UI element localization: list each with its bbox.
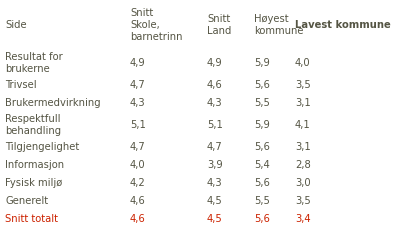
Text: Respektfull
behandling: Respektfull behandling bbox=[5, 114, 61, 136]
Text: 4,5: 4,5 bbox=[207, 196, 223, 206]
Text: 3,0: 3,0 bbox=[295, 178, 311, 188]
Text: 2,8: 2,8 bbox=[295, 160, 311, 170]
Text: 5,9: 5,9 bbox=[254, 120, 270, 130]
Text: 4,3: 4,3 bbox=[207, 98, 223, 108]
Text: 3,1: 3,1 bbox=[295, 142, 311, 152]
Text: Snitt totalt: Snitt totalt bbox=[5, 214, 58, 224]
Text: 5,9: 5,9 bbox=[254, 58, 270, 68]
Text: 5,1: 5,1 bbox=[207, 120, 223, 130]
Text: Lavest kommune: Lavest kommune bbox=[295, 20, 391, 30]
Text: Generelt: Generelt bbox=[5, 196, 48, 206]
Text: 5,5: 5,5 bbox=[254, 98, 270, 108]
Text: 3,5: 3,5 bbox=[295, 196, 311, 206]
Text: 5,4: 5,4 bbox=[254, 160, 270, 170]
Text: Snitt
Land: Snitt Land bbox=[207, 14, 231, 36]
Text: 4,0: 4,0 bbox=[295, 58, 311, 68]
Text: Snitt
Skole,
barnetrinn: Snitt Skole, barnetrinn bbox=[130, 8, 182, 42]
Text: 3,1: 3,1 bbox=[295, 98, 311, 108]
Text: 4,3: 4,3 bbox=[130, 98, 146, 108]
Text: 4,6: 4,6 bbox=[130, 196, 146, 206]
Text: 5,6: 5,6 bbox=[254, 80, 270, 90]
Text: 3,9: 3,9 bbox=[207, 160, 223, 170]
Text: Brukermedvirkning: Brukermedvirkning bbox=[5, 98, 101, 108]
Text: Høyest
kommune: Høyest kommune bbox=[254, 14, 304, 36]
Text: Tilgjengelighet: Tilgjengelighet bbox=[5, 142, 79, 152]
Text: 5,6: 5,6 bbox=[254, 214, 270, 224]
Text: 4,3: 4,3 bbox=[207, 178, 223, 188]
Text: 4,9: 4,9 bbox=[207, 58, 223, 68]
Text: Informasjon: Informasjon bbox=[5, 160, 64, 170]
Text: 4,7: 4,7 bbox=[130, 80, 146, 90]
Text: 5,1: 5,1 bbox=[130, 120, 146, 130]
Text: 4,2: 4,2 bbox=[130, 178, 146, 188]
Text: 4,7: 4,7 bbox=[207, 142, 223, 152]
Text: 3,5: 3,5 bbox=[295, 80, 311, 90]
Text: 4,5: 4,5 bbox=[207, 214, 223, 224]
Text: 4,6: 4,6 bbox=[207, 80, 223, 90]
Text: 5,5: 5,5 bbox=[254, 196, 270, 206]
Text: Trivsel: Trivsel bbox=[5, 80, 37, 90]
Text: 4,1: 4,1 bbox=[295, 120, 311, 130]
Text: 5,6: 5,6 bbox=[254, 142, 270, 152]
Text: 4,7: 4,7 bbox=[130, 142, 146, 152]
Text: 4,9: 4,9 bbox=[130, 58, 146, 68]
Text: 4,0: 4,0 bbox=[130, 160, 146, 170]
Text: 5,6: 5,6 bbox=[254, 178, 270, 188]
Text: Side: Side bbox=[5, 20, 27, 30]
Text: 4,6: 4,6 bbox=[130, 214, 146, 224]
Text: Resultat for
brukerne: Resultat for brukerne bbox=[5, 52, 63, 74]
Text: 3,4: 3,4 bbox=[295, 214, 311, 224]
Text: Fysisk miljø: Fysisk miljø bbox=[5, 178, 62, 188]
